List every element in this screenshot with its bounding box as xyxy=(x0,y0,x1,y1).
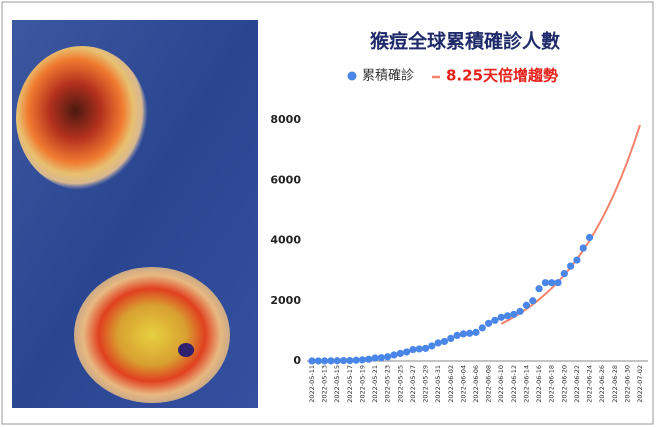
x-tick-label: 2022-06-02 xyxy=(447,365,455,403)
x-tick-label: 2022-05-29 xyxy=(422,365,430,403)
y-tick-label: 2000 xyxy=(270,294,301,307)
x-tick-label: 2022-06-06 xyxy=(472,365,480,403)
x-tick-label: 2022-06-30 xyxy=(623,365,631,403)
y-tick-label: 4000 xyxy=(270,234,301,247)
data-point xyxy=(503,312,512,320)
x-tick-label: 2022-06-12 xyxy=(510,365,518,403)
x-tick-label: 2022-06-24 xyxy=(586,365,594,403)
y-tick-label: 8000 xyxy=(270,113,301,126)
x-tick-label: 2022-05-21 xyxy=(371,365,379,403)
data-point xyxy=(308,357,316,365)
data-point xyxy=(472,328,480,336)
data-point xyxy=(415,345,423,353)
x-tick-label: 2022-07-02 xyxy=(636,365,644,403)
data-point xyxy=(510,310,518,318)
x-tick-label: 2022-06-04 xyxy=(459,365,467,403)
data-point xyxy=(497,313,505,321)
data-point xyxy=(409,345,417,354)
x-tick-label: 2022-05-31 xyxy=(434,365,442,403)
legend-label: 累積確診 xyxy=(362,68,414,84)
data-point xyxy=(535,285,543,293)
data-point xyxy=(358,356,367,364)
data-point xyxy=(579,244,587,252)
data-point xyxy=(314,357,322,365)
x-tick-label: 2022-06-26 xyxy=(598,365,606,403)
data-point xyxy=(396,349,404,358)
data-point xyxy=(485,319,493,327)
x-tick-label: 2022-05-17 xyxy=(346,365,354,403)
data-point xyxy=(403,348,411,356)
data-point xyxy=(466,329,474,337)
data-point xyxy=(491,316,499,324)
data-point xyxy=(321,357,329,365)
data-point xyxy=(447,334,455,343)
data-point xyxy=(560,270,568,278)
x-tick-label: 2022-05-11 xyxy=(308,365,316,403)
data-point xyxy=(453,331,461,339)
data-point xyxy=(384,353,392,361)
data-point xyxy=(434,339,442,347)
data-point xyxy=(339,357,348,365)
data-point xyxy=(352,356,360,364)
data-point xyxy=(327,357,335,365)
data-point xyxy=(390,351,398,359)
x-tick-label: 2022-05-13 xyxy=(321,365,329,403)
x-tick-label: 2022-05-23 xyxy=(384,365,392,403)
data-point xyxy=(516,307,524,315)
data-point xyxy=(459,330,467,338)
x-tick-label: 2022-06-20 xyxy=(560,365,568,403)
legend-marker xyxy=(347,71,357,81)
data-point xyxy=(585,233,594,242)
x-tick-label: 2022-06-14 xyxy=(522,365,530,403)
x-tick-label: 2022-05-25 xyxy=(396,365,404,403)
virus-photo xyxy=(12,20,258,408)
x-tick-label: 2022-06-16 xyxy=(535,365,543,403)
x-tick-label: 2022-06-08 xyxy=(485,365,493,403)
data-point xyxy=(548,279,556,287)
x-tick-label: 2022-05-27 xyxy=(409,365,417,403)
data-point xyxy=(529,297,537,305)
data-point xyxy=(554,279,562,287)
data-point xyxy=(365,355,373,363)
data-point xyxy=(541,279,549,287)
data-point xyxy=(371,354,379,362)
x-tick-label: 2022-06-22 xyxy=(573,365,581,403)
chart-title: 猴痘全球累積確診人數 xyxy=(370,30,560,53)
data-point xyxy=(421,344,430,352)
x-tick-label: 2022-06-10 xyxy=(497,365,505,403)
x-tick-label: 2022-06-28 xyxy=(611,365,619,403)
data-point xyxy=(522,301,531,309)
data-point xyxy=(573,256,581,264)
data-point xyxy=(478,324,486,332)
data-point xyxy=(333,357,341,365)
data-point xyxy=(567,262,575,270)
data-point xyxy=(377,354,385,362)
data-point xyxy=(428,342,436,350)
y-tick-label: 6000 xyxy=(270,173,301,186)
x-tick-label: 2022-05-15 xyxy=(333,365,341,403)
x-tick-label: 2022-05-19 xyxy=(358,365,366,403)
y-tick-label: 0 xyxy=(293,354,301,367)
x-tick-label: 2022-06-18 xyxy=(548,365,556,403)
data-point xyxy=(346,356,354,365)
data-point xyxy=(440,337,449,346)
legend-label: 8.25天倍增趨勢 xyxy=(446,67,558,85)
